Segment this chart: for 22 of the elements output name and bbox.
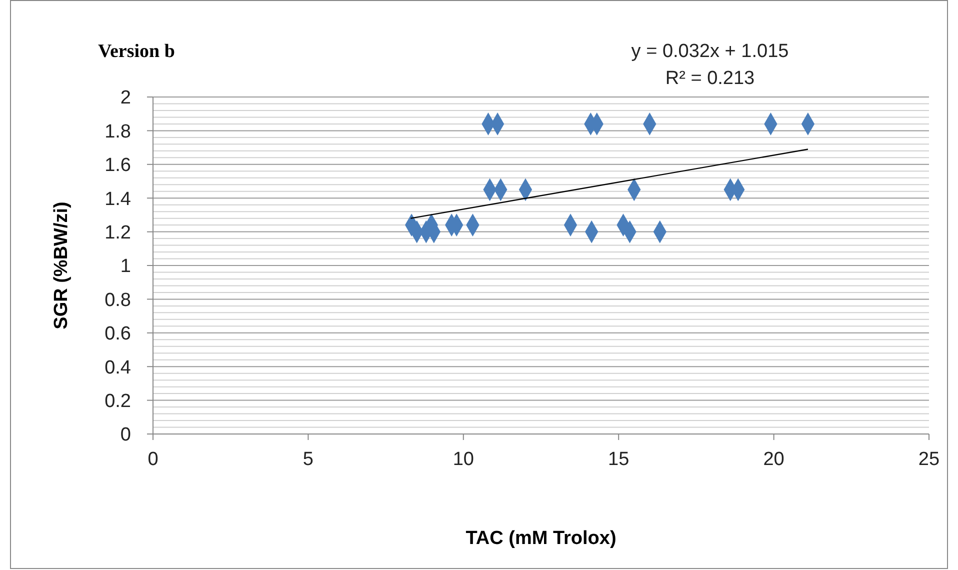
x-tick-label: 15 <box>608 449 630 470</box>
text: y = 0.032x + 1.015 <box>631 41 789 62</box>
x-axis-title: TAC (mM Trolox) <box>466 528 616 549</box>
y-tick-label: 0.4 <box>104 357 132 378</box>
x-tick-label: 10 <box>452 449 474 470</box>
y-tick-label: 0.8 <box>104 290 131 311</box>
y-tick-label: 2 <box>120 88 131 109</box>
y-tick-label: 1.6 <box>104 155 131 176</box>
x-tick-label: 20 <box>763 449 784 470</box>
y-tick-label: 1.8 <box>104 121 131 142</box>
y-axis-title: SGR (%BW/zi) <box>51 202 72 330</box>
text: R² = 0.213 <box>665 68 755 89</box>
x-tick-label: 0 <box>148 449 158 470</box>
y-tick-label: 1 <box>120 256 131 278</box>
y-tick-label: 0.2 <box>104 390 131 412</box>
x-tick-label: 5 <box>302 449 314 470</box>
chart-title: Version b <box>98 41 175 62</box>
y-tick-label: 0 <box>120 424 131 446</box>
x-tick-label: 25 <box>918 449 940 470</box>
y-tick-label: 1.2 <box>104 222 131 244</box>
y-tick-label: 0.6 <box>104 324 131 345</box>
y-tick-label: 1.4 <box>104 188 132 210</box>
